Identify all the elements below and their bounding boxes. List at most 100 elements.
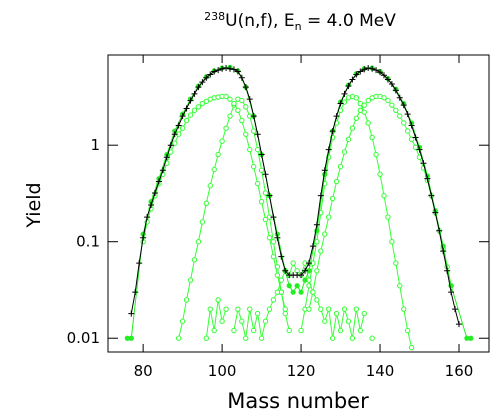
open-marker [318, 306, 324, 312]
open-marker [262, 216, 269, 223]
plus-marker [444, 267, 451, 274]
open-marker [274, 289, 281, 295]
plus-marker [155, 178, 162, 185]
open-marker [199, 219, 206, 225]
open-marker [329, 335, 336, 341]
open-marker [337, 163, 344, 170]
open-marker [258, 167, 265, 173]
title-sub: n [295, 20, 302, 33]
plot-frame [107, 54, 490, 353]
open-marker [262, 190, 269, 196]
plus-marker [384, 76, 391, 83]
open-marker [247, 306, 253, 312]
plus-marker [250, 113, 257, 120]
plus-marker [440, 248, 447, 255]
open-marker [341, 149, 348, 155]
plus-marker [424, 175, 431, 182]
open-marker [183, 297, 190, 303]
open-marker [385, 97, 391, 104]
open-marker [326, 214, 332, 220]
x-axis-label: Mass number [227, 389, 369, 413]
plus-marker [313, 221, 320, 228]
plus-marker [203, 74, 210, 81]
open-marker [215, 151, 221, 158]
plus-marker [365, 65, 372, 72]
plus-marker [305, 260, 312, 267]
open-marker [195, 239, 202, 245]
plus-marker [171, 131, 178, 138]
open-marker [250, 128, 257, 134]
plus-marker [211, 68, 218, 75]
plus-marker [140, 234, 147, 241]
plus-marker [159, 167, 166, 174]
open-marker [393, 260, 399, 266]
open-marker [389, 102, 395, 108]
open-marker [227, 113, 233, 119]
open-marker [223, 306, 229, 312]
open-marker [231, 327, 237, 334]
plus-marker [329, 128, 336, 135]
open-marker [306, 306, 312, 312]
plus-marker [282, 267, 289, 274]
open-marker [365, 120, 371, 126]
title-main: U(n,f), E [225, 11, 294, 31]
open-marker [401, 120, 407, 126]
open-marker [381, 95, 387, 101]
plus-marker [215, 67, 222, 74]
plus-marker [396, 94, 403, 101]
open-marker [203, 335, 210, 341]
open-marker [318, 248, 324, 254]
open-marker [361, 310, 367, 317]
plus-marker [404, 111, 411, 118]
open-marker [345, 136, 352, 143]
plus-marker [333, 113, 340, 120]
open-marker [349, 125, 356, 131]
open-marker [223, 125, 229, 131]
plus-marker [207, 71, 214, 78]
plus-marker [317, 192, 324, 199]
open-marker [250, 163, 257, 170]
open-marker [278, 277, 285, 283]
plus-marker [400, 102, 407, 109]
plus-marker [266, 192, 273, 199]
plus-marker [163, 154, 170, 161]
open-marker [239, 97, 245, 104]
open-marker [219, 138, 225, 144]
plus-marker [278, 253, 285, 260]
open-marker [310, 289, 316, 295]
open-marker [329, 195, 336, 202]
x-tick-label: 140 [366, 362, 395, 380]
open-marker [333, 178, 340, 185]
open-marker [270, 297, 277, 303]
plus-marker [270, 214, 277, 221]
plus-marker [373, 67, 380, 74]
open-marker [298, 327, 304, 334]
open-marker [353, 115, 360, 121]
plus-marker [361, 66, 368, 73]
open-marker [408, 136, 415, 143]
plus-marker [353, 71, 360, 78]
open-marker [227, 96, 233, 102]
plus-marker [179, 113, 186, 120]
open-marker [274, 272, 281, 278]
open-marker [357, 327, 363, 334]
open-marker [282, 310, 288, 317]
open-marker [219, 318, 225, 324]
open-marker [266, 306, 273, 312]
plus-marker [175, 122, 182, 129]
open-marker [353, 306, 360, 312]
plus-marker [223, 65, 230, 72]
open-marker [322, 318, 328, 324]
plus-marker [226, 65, 233, 72]
plus-marker [191, 90, 198, 97]
filled-marker [468, 335, 474, 341]
plus-marker [428, 192, 435, 199]
open-marker [337, 327, 344, 334]
open-marker [243, 335, 249, 341]
open-marker [179, 125, 186, 131]
plus-marker [246, 96, 253, 103]
plus-marker [187, 97, 194, 104]
open-marker [322, 231, 328, 237]
open-marker [243, 104, 249, 110]
